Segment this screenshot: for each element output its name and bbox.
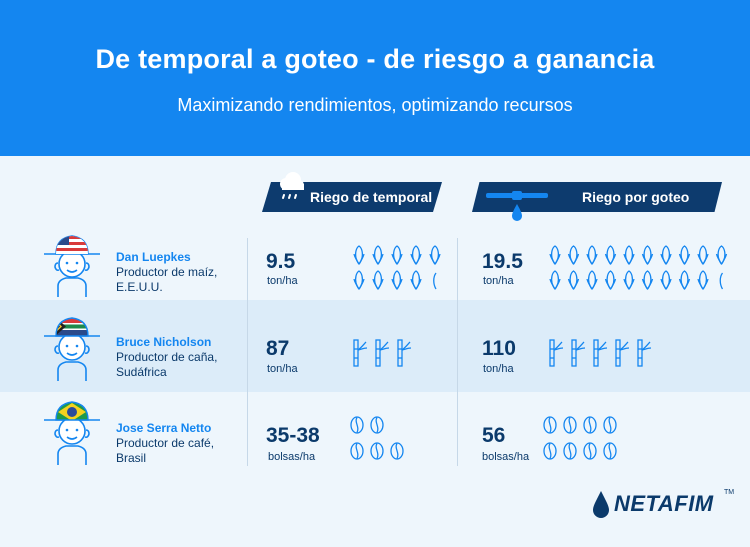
farmer-usa-avatar: [44, 235, 100, 297]
farmer-name: Dan Luepkes: [116, 250, 191, 264]
sugarcane-icon: [593, 339, 608, 367]
rain-cloud-icon: [280, 172, 304, 199]
corn-icon: [372, 245, 384, 265]
drip-unit-coffee: bolsas/ha: [482, 451, 530, 463]
rainfed-yield-coffee: 35-38: [266, 424, 320, 447]
corn-icon: [678, 245, 691, 265]
coffee-bean-icon: [603, 442, 617, 460]
sugarcane-icon: [549, 339, 564, 367]
drip-unit-corn: ton/ha: [483, 275, 514, 287]
corn-icon: [604, 270, 617, 290]
netafim-logo: NETAFIM TM: [590, 487, 734, 527]
corn-icon: [641, 270, 654, 290]
header-banner: De temporal a goteo - de riesgo a gananc…: [0, 0, 750, 156]
corn-icon: [660, 245, 672, 265]
farmer-south-africa-avatar: [44, 317, 100, 381]
coffee-bean-icon: [603, 416, 617, 434]
sugarcane-icon: [397, 339, 412, 367]
farmer-country: E.E.U.U.: [116, 280, 163, 294]
corn-icon: [353, 245, 365, 265]
drip-yield-corn: 19.5: [482, 250, 523, 273]
coffee-bean-icon: [543, 442, 557, 460]
farmer-name: Bruce Nicholson: [116, 335, 212, 349]
corn-icon: [623, 245, 635, 265]
corn-icon: [697, 270, 709, 290]
farmer-brazil-avatar: [44, 401, 100, 465]
corn-icon: [410, 270, 422, 290]
farmer-info-usa: Dan Luepkes Productor de maíz, E.E.U.U.: [116, 250, 217, 295]
coffee-bean-icon: [350, 442, 364, 460]
sugarcane-icon: [637, 339, 652, 367]
coffee-bean-icon-grid-drip: [543, 416, 617, 460]
coffee-bean-icon: [563, 416, 577, 434]
half-corn-icon: [433, 272, 437, 290]
sugarcane-icon-grid-drip: [549, 339, 652, 367]
corn-icon: [429, 245, 441, 265]
corn-icon: [586, 245, 598, 265]
column-divider: [457, 238, 458, 466]
rainfed-unit-corn: ton/ha: [267, 275, 298, 287]
coffee-bean-icon: [583, 416, 597, 434]
coffee-bean-icon: [350, 416, 364, 434]
coffee-bean-icon: [370, 442, 384, 460]
drip-line-icon: [486, 191, 548, 221]
corn-icon: [604, 245, 617, 265]
corn-icon: [641, 245, 654, 265]
usa-flag-hat-icon: [55, 235, 89, 255]
corn-icon: [549, 270, 561, 290]
corn-icon: [678, 270, 691, 290]
corn-icon: [567, 270, 580, 290]
page-subtitle: Maximizando rendimientos, optimizando re…: [177, 95, 573, 115]
corn-icon-grid-drip: [549, 245, 728, 290]
sugarcane-icon-grid-rainfed: [353, 339, 412, 367]
corn-icon: [715, 245, 728, 265]
corn-icon-grid-rainfed: [353, 245, 441, 290]
corn-icon: [697, 245, 709, 265]
corn-icon: [623, 270, 635, 290]
farmer-country: Brasil: [116, 451, 147, 465]
farmer-role: Productor de café,: [116, 436, 215, 450]
sugarcane-icon: [571, 339, 586, 367]
rainfed-unit-coffee: bolsas/ha: [268, 451, 316, 463]
coffee-bean-icon: [390, 442, 404, 460]
logo-trademark: TM: [724, 489, 735, 496]
corn-icon: [353, 270, 365, 290]
drip-yield-coffee: 56: [482, 424, 506, 447]
farmer-info-south-africa: Bruce Nicholson Productor de caña, Sudáf…: [116, 335, 217, 380]
drip-yield-sugarcane: 110: [482, 337, 516, 360]
sugarcane-icon: [615, 339, 630, 367]
sugarcane-icon: [353, 339, 368, 367]
farmer-name: Jose Serra Netto: [116, 421, 212, 435]
south-africa-flag-hat-icon: [55, 317, 89, 337]
coffee-bean-icon-grid-rainfed: [350, 416, 404, 460]
drip-unit-sugarcane: ton/ha: [483, 363, 514, 375]
corn-icon: [549, 245, 561, 265]
column-divider: [247, 238, 248, 466]
farmer-info-brazil: Jose Serra Netto Productor de café, Bras…: [116, 421, 214, 466]
coffee-bean-icon: [543, 416, 557, 434]
corn-icon: [391, 245, 403, 265]
farmer-role: Productor de maíz,: [116, 265, 218, 279]
coffee-bean-icon: [563, 442, 577, 460]
corn-icon: [372, 270, 384, 290]
corn-icon: [391, 270, 403, 290]
half-corn-icon: [719, 272, 724, 290]
sugarcane-icon: [375, 339, 390, 367]
corn-icon: [586, 270, 598, 290]
coffee-bean-icon: [370, 416, 384, 434]
brazil-flag-hat-icon: [55, 401, 89, 421]
corn-icon: [410, 245, 422, 265]
corn-icon: [567, 245, 580, 265]
rainfed-yield-sugarcane: 87: [266, 337, 290, 360]
logo-wordmark: NETAFIM: [614, 491, 714, 516]
coffee-bean-icon: [583, 442, 597, 460]
water-drop-logo-icon: [593, 491, 609, 518]
corn-icon: [660, 270, 672, 290]
column-header-drip: Riego por goteo: [472, 182, 722, 212]
farmer-country: Sudáfrica: [116, 365, 167, 379]
rainfed-yield-corn: 9.5: [266, 250, 296, 273]
farmer-role: Productor de caña,: [116, 350, 218, 364]
rainfed-unit-sugarcane: ton/ha: [267, 363, 298, 375]
page-title: De temporal a goteo - de riesgo a gananc…: [95, 44, 655, 74]
